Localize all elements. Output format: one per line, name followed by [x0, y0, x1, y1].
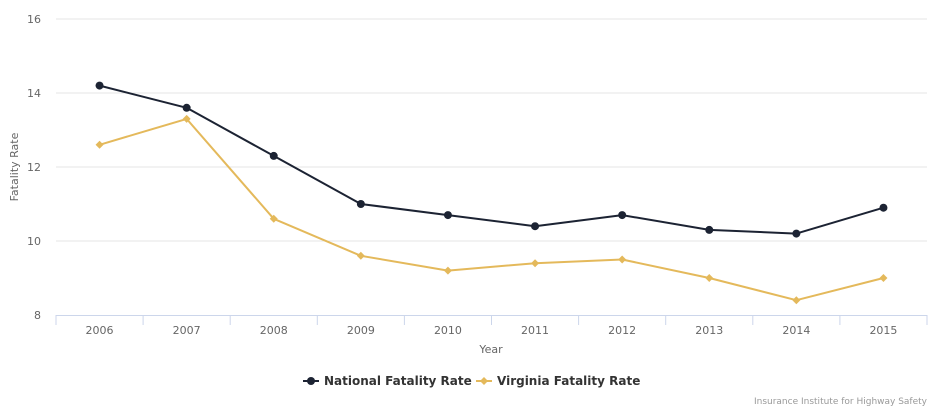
data-point[interactable]	[182, 114, 191, 123]
x-tick-label: 2009	[347, 324, 375, 337]
x-tick-label: 2013	[695, 324, 723, 337]
data-point[interactable]	[443, 266, 452, 275]
chart-credit[interactable]: Insurance Institute for Highway Safety	[754, 397, 928, 407]
data-point[interactable]	[705, 225, 714, 234]
series-line	[98, 84, 885, 235]
x-tick-label: 2008	[260, 324, 288, 337]
x-tick-label: 2014	[782, 324, 810, 337]
data-point[interactable]	[618, 211, 627, 220]
series-line	[98, 117, 885, 302]
data-point[interactable]	[443, 211, 452, 220]
data-point[interactable]	[269, 151, 278, 160]
x-tick-label: 2010	[434, 324, 462, 337]
x-axis: 2006 2007 2008 2009 2010 2011 2012 2013 2014 2015	[55, 315, 928, 337]
legend: National Fatality Rate Virginia Fatality…	[303, 374, 640, 388]
x-axis-title: Year	[478, 343, 503, 356]
y-tick-label: 12	[27, 161, 41, 174]
series-virginia	[95, 114, 888, 305]
x-tick-label: 2012	[608, 324, 636, 337]
data-point[interactable]	[95, 140, 104, 149]
data-point[interactable]	[618, 255, 627, 264]
data-point[interactable]	[879, 274, 888, 282]
legend-item-national[interactable]: National Fatality Rate	[303, 374, 472, 388]
y-tick-label: 16	[27, 13, 41, 26]
legend-label-virginia: Virginia Fatality Rate	[497, 374, 640, 388]
data-point[interactable]	[182, 103, 191, 112]
y-tick-label: 8	[34, 309, 41, 322]
data-point[interactable]	[792, 296, 801, 305]
data-point[interactable]	[531, 222, 540, 231]
x-tick-label: 2011	[521, 324, 549, 337]
series-group	[95, 81, 888, 305]
legend-marker-circle-icon	[307, 377, 315, 385]
legend-label-national: National Fatality Rate	[324, 374, 472, 388]
x-tick-label: 2015	[869, 324, 897, 337]
data-point[interactable]	[531, 259, 540, 268]
y-axis-title: Fatality Rate	[8, 132, 21, 201]
legend-item-virginia[interactable]: Virginia Fatality Rate	[476, 374, 640, 388]
legend-marker-diamond-icon	[480, 377, 488, 385]
data-point[interactable]	[269, 214, 278, 223]
y-axis: 8 10 12 14 16	[27, 13, 41, 322]
gridlines	[56, 18, 927, 242]
data-point[interactable]	[95, 81, 104, 90]
y-tick-label: 14	[27, 87, 41, 100]
data-point[interactable]	[356, 200, 365, 208]
y-tick-label: 10	[27, 235, 41, 248]
data-point[interactable]	[356, 251, 365, 260]
x-tick-label: 2007	[173, 324, 201, 337]
x-tick-label: 2006	[86, 324, 114, 337]
series-national	[95, 81, 888, 238]
data-point[interactable]	[705, 274, 714, 282]
data-point[interactable]	[792, 229, 801, 238]
data-point[interactable]	[879, 203, 888, 212]
